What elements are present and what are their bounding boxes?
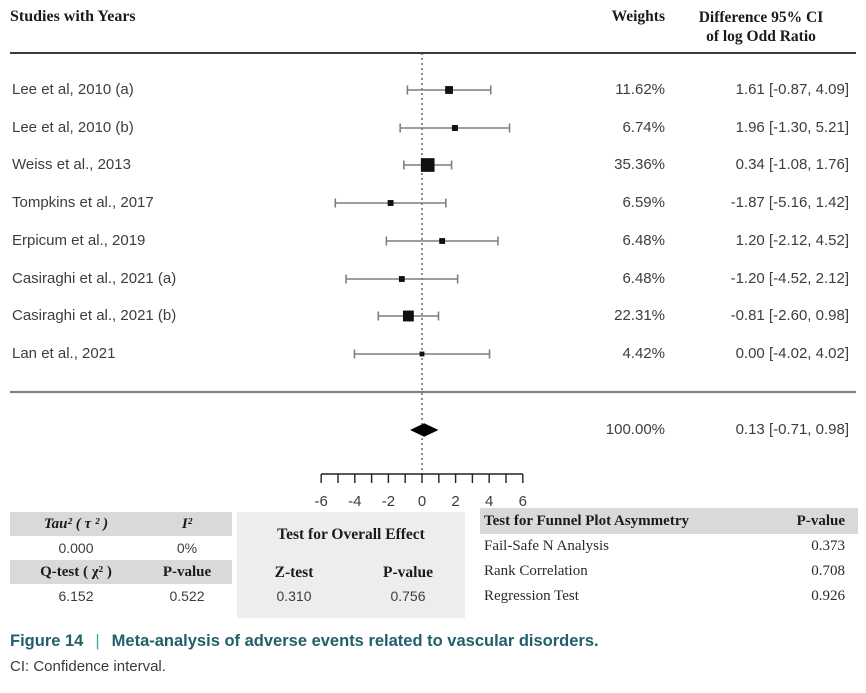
effect-marker bbox=[387, 200, 394, 206]
study-ci: 0.00 [-4.02, 4.02] bbox=[735, 345, 849, 362]
funnel-test-pvalue: 0.926 bbox=[811, 588, 845, 604]
funnel-pvalue-header: P-value bbox=[796, 512, 845, 529]
study-weight: 11.62% bbox=[615, 81, 665, 98]
study-weight: 6.74% bbox=[622, 119, 665, 136]
study-weight: 6.48% bbox=[622, 232, 665, 249]
difference-header-line2: of log Odd Ratio bbox=[706, 28, 816, 45]
study-weight: 6.59% bbox=[622, 194, 665, 211]
x-axis-tick-label: 2 bbox=[451, 493, 459, 510]
tau2-value: 0.000 bbox=[58, 540, 94, 556]
funnel-table-title: Test for Funnel Plot Asymmetry bbox=[484, 512, 689, 529]
funnel-test-label: Rank Correlation bbox=[484, 563, 588, 579]
effect-marker bbox=[420, 158, 435, 172]
study-label: Tompkins et al., 2017 bbox=[12, 194, 154, 211]
effect-marker bbox=[451, 125, 458, 131]
x-axis-tick-label: 0 bbox=[418, 493, 426, 510]
study-ci: 0.34 [-1.08, 1.76] bbox=[735, 156, 849, 173]
ztest-value: 0.310 bbox=[276, 588, 312, 604]
study-ci: 1.61 [-0.87, 4.09] bbox=[735, 81, 849, 98]
weights-column-header: Weights bbox=[611, 8, 665, 25]
qtest-header: Q-test ( χ² ) bbox=[10, 560, 142, 584]
effect-marker bbox=[439, 238, 446, 244]
study-label: Lee et al, 2010 (a) bbox=[12, 81, 134, 98]
ztest-header: Z-test bbox=[274, 564, 314, 581]
funnel-table-row: Fail-Safe N Analysis 0.373 bbox=[480, 534, 858, 559]
caption-title: Meta-analysis of adverse events related … bbox=[111, 632, 599, 650]
ztest-pvalue-header: P-value bbox=[383, 564, 433, 581]
qtest-pvalue-value: 0.522 bbox=[169, 588, 205, 604]
effect-marker bbox=[419, 351, 425, 357]
funnel-test-pvalue: 0.708 bbox=[811, 563, 845, 579]
i2-header: I² bbox=[142, 512, 232, 536]
funnel-table-row: Regression Test 0.926 bbox=[480, 584, 858, 609]
study-weight: 6.48% bbox=[622, 270, 665, 287]
effect-marker bbox=[445, 86, 453, 94]
overall-effect-title: Test for Overall Effect bbox=[277, 526, 425, 543]
tau2-header: Tau² ( τ ² ) bbox=[10, 512, 142, 536]
study-label: Weiss et al., 2013 bbox=[12, 156, 131, 173]
x-axis-tick-label: -2 bbox=[382, 493, 395, 510]
study-ci: -0.81 [-2.60, 0.98] bbox=[730, 307, 849, 324]
study-ci: 1.96 [-1.30, 5.21] bbox=[735, 119, 849, 136]
study-label: Lan et al., 2021 bbox=[12, 345, 116, 362]
study-label: Casiraghi et al., 2021 (b) bbox=[12, 307, 177, 324]
x-axis-tick-label: -4 bbox=[348, 493, 361, 510]
overall-weight: 100.00% bbox=[605, 421, 665, 438]
funnel-table-row: Rank Correlation 0.708 bbox=[480, 559, 858, 584]
x-axis-tick-label: -6 bbox=[315, 493, 328, 510]
overall-ci: 0.13 [-0.71, 0.98] bbox=[735, 421, 849, 438]
caption-note: CI: Confidence interval. bbox=[10, 658, 166, 675]
i2-value: 0% bbox=[176, 540, 198, 556]
study-ci: -1.20 [-4.52, 2.12] bbox=[730, 270, 849, 287]
study-weight: 4.42% bbox=[622, 345, 665, 362]
heterogeneity-table: Tau² ( τ ² ) I² 0.000 0% Q-test ( χ² ) P… bbox=[10, 512, 232, 608]
funnel-test-label: Regression Test bbox=[484, 588, 579, 604]
figure-number-label: Figure 14 bbox=[10, 632, 84, 650]
ztest-pvalue-value: 0.756 bbox=[390, 588, 426, 604]
difference-header-line1: Difference 95% CI bbox=[698, 9, 824, 26]
qtest-pvalue-header: P-value bbox=[142, 560, 232, 584]
study-weight: 22.31% bbox=[614, 307, 665, 324]
study-label: Casiraghi et al., 2021 (a) bbox=[12, 270, 177, 287]
overall-diamond bbox=[410, 423, 439, 437]
funnel-asymmetry-table: Test for Funnel Plot Asymmetry P-value F… bbox=[480, 508, 858, 609]
study-ci: 1.20 [-2.12, 4.52] bbox=[735, 232, 849, 249]
difference-column-header: Difference 95% CI of log Odd Ratio bbox=[662, 8, 860, 46]
caption-separator: | bbox=[95, 632, 100, 650]
qtest-value: 6.152 bbox=[58, 588, 94, 604]
study-ci: -1.87 [-5.16, 1.42] bbox=[730, 194, 849, 211]
effect-marker bbox=[398, 276, 405, 282]
overall-effect-block: Test for Overall Effect Z-test P-value 0… bbox=[237, 512, 465, 618]
study-weight: 35.36% bbox=[614, 156, 665, 173]
figure-caption: Figure 14 | Meta-analysis of adverse eve… bbox=[10, 632, 599, 651]
effect-marker bbox=[402, 310, 414, 322]
funnel-table-rows: Fail-Safe N Analysis 0.373 Rank Correlatio… bbox=[480, 534, 858, 609]
funnel-test-pvalue: 0.373 bbox=[811, 538, 845, 554]
study-label: Lee et al, 2010 (b) bbox=[12, 119, 134, 136]
study-label: Erpicum et al., 2019 bbox=[12, 232, 146, 249]
studies-column-header: Studies with Years bbox=[10, 8, 136, 25]
funnel-test-label: Fail-Safe N Analysis bbox=[484, 538, 609, 554]
